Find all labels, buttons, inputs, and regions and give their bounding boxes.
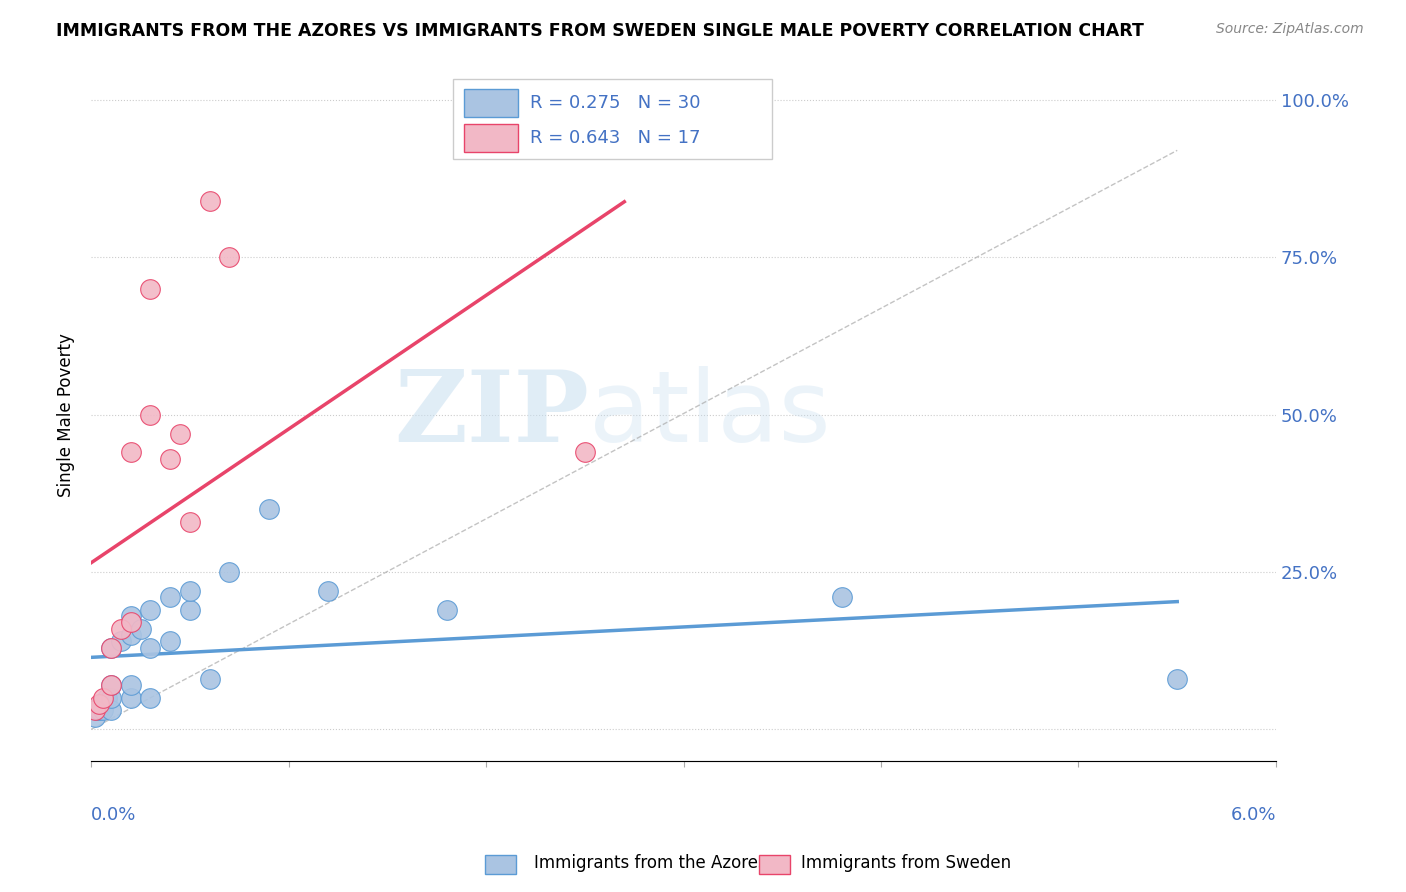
- Point: [574, 445, 596, 459]
- Point: [120, 609, 142, 624]
- Point: [198, 194, 221, 208]
- Point: [179, 515, 201, 529]
- Point: [218, 250, 240, 264]
- Point: [316, 583, 339, 598]
- Point: [91, 690, 114, 705]
- FancyBboxPatch shape: [453, 78, 772, 159]
- Text: Immigrants from the Azores: Immigrants from the Azores: [534, 855, 768, 872]
- Text: R = 0.643   N = 17: R = 0.643 N = 17: [530, 128, 700, 147]
- Point: [436, 603, 458, 617]
- Point: [110, 634, 132, 648]
- Point: [831, 591, 853, 605]
- Point: [84, 710, 107, 724]
- Point: [100, 690, 122, 705]
- Point: [91, 704, 114, 718]
- Point: [86, 704, 108, 718]
- Y-axis label: Single Male Poverty: Single Male Poverty: [58, 333, 75, 497]
- Point: [120, 628, 142, 642]
- Text: Immigrants from Sweden: Immigrants from Sweden: [801, 855, 1011, 872]
- Text: 0.0%: 0.0%: [91, 805, 136, 824]
- Point: [100, 704, 122, 718]
- Point: [179, 583, 201, 598]
- Point: [100, 640, 122, 655]
- Point: [159, 591, 181, 605]
- Point: [84, 704, 107, 718]
- Point: [129, 622, 152, 636]
- Point: [87, 704, 110, 718]
- FancyBboxPatch shape: [464, 89, 517, 117]
- Point: [120, 690, 142, 705]
- Text: R = 0.275   N = 30: R = 0.275 N = 30: [530, 95, 700, 112]
- Point: [100, 678, 122, 692]
- Point: [613, 136, 636, 151]
- Text: IMMIGRANTS FROM THE AZORES VS IMMIGRANTS FROM SWEDEN SINGLE MALE POVERTY CORRELA: IMMIGRANTS FROM THE AZORES VS IMMIGRANTS…: [56, 22, 1144, 40]
- Point: [139, 640, 162, 655]
- Point: [100, 678, 122, 692]
- Point: [179, 603, 201, 617]
- Text: atlas: atlas: [589, 367, 831, 463]
- Point: [120, 615, 142, 630]
- Point: [169, 426, 191, 441]
- Point: [1166, 672, 1188, 686]
- Text: Source: ZipAtlas.com: Source: ZipAtlas.com: [1216, 22, 1364, 37]
- Text: 6.0%: 6.0%: [1230, 805, 1277, 824]
- Point: [90, 697, 112, 711]
- Point: [139, 603, 162, 617]
- Point: [198, 672, 221, 686]
- Point: [139, 282, 162, 296]
- Point: [257, 502, 280, 516]
- Point: [159, 451, 181, 466]
- Point: [87, 697, 110, 711]
- Point: [139, 408, 162, 422]
- Point: [96, 690, 118, 705]
- Point: [120, 678, 142, 692]
- Text: ZIP: ZIP: [394, 367, 589, 463]
- Point: [218, 565, 240, 579]
- Point: [110, 622, 132, 636]
- FancyBboxPatch shape: [464, 124, 517, 152]
- Point: [139, 690, 162, 705]
- Point: [120, 445, 142, 459]
- Point: [159, 634, 181, 648]
- Point: [100, 640, 122, 655]
